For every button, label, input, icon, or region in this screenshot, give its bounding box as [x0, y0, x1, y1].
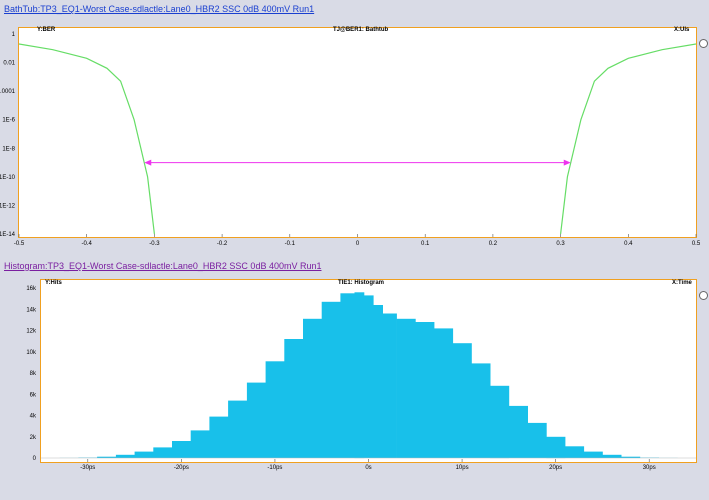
bathtub-x-tick-label: -0.5 [14, 241, 25, 247]
histogram-bar [396, 318, 416, 458]
histogram-bar [415, 322, 435, 458]
bathtub-x-tick-label: 0.3 [556, 241, 565, 247]
histogram-x-header: X:Time [672, 280, 692, 286]
histogram-x-tick-label: -10ps [267, 465, 282, 471]
histogram-bar [434, 328, 454, 458]
histogram-x-tick-label: -20ps [174, 465, 189, 471]
histogram-bar [382, 313, 397, 458]
bathtub-x-tick-label: -0.1 [285, 241, 296, 247]
histogram-bar [602, 454, 622, 458]
histogram-x-tick-label: 30ps [643, 465, 656, 471]
histogram-y-tick-label: 0 [33, 456, 37, 462]
histogram-bar [508, 405, 528, 458]
histogram-bar [471, 363, 491, 458]
bathtub-panel-title[interactable]: BathTub:TP3_EQ1-Worst Case-sdlactle:Lane… [4, 4, 315, 14]
bathtub-x-tick-label: -0.3 [149, 241, 160, 247]
histogram-panel-title[interactable]: Histogram:TP3_EQ1-Worst Case-sdlactle:La… [4, 261, 322, 271]
histogram-y-tick-label: 10k [26, 350, 37, 356]
histogram-y-header: Y:Hits [45, 280, 62, 286]
histogram-bar [190, 430, 210, 458]
histogram-chart [41, 292, 696, 459]
histogram-center-header: TIE1: Histogram [338, 280, 385, 286]
bathtub-y-tick-label: 0.0001 [0, 89, 16, 95]
histogram-bar [527, 422, 547, 458]
bathtub-center-header: TJ@BER1: Bathtub [333, 27, 389, 33]
tj-marker-arrow-left [144, 159, 152, 166]
histogram-bar [583, 451, 603, 458]
bathtub-plot-area[interactable] [18, 27, 697, 238]
histogram-bar [115, 454, 135, 458]
histogram-bar [246, 382, 266, 458]
histogram-y-tick-label: 4k [30, 414, 37, 420]
bathtub-y-tick-label: 1E-12 [0, 203, 16, 209]
bathtub-y-tick-label: 1E-6 [2, 118, 15, 124]
histogram-y-tick-label: 14k [26, 307, 37, 313]
histogram-bar [621, 456, 641, 458]
histogram-y-tick-label: 2k [30, 435, 37, 441]
bathtub-y-tick-label: 1 [12, 32, 16, 38]
histogram-plot-area[interactable] [40, 279, 697, 463]
histogram-bar [340, 293, 355, 458]
histogram-y-tick-label: 12k [26, 329, 37, 335]
histogram-y-tick-label: 8k [30, 371, 37, 377]
bathtub-curve-right [560, 43, 696, 235]
bathtub-chart [19, 43, 696, 235]
bathtub-x-tick-label: -0.2 [217, 241, 228, 247]
bathtub-y-tick-label: 1E-8 [2, 146, 15, 152]
histogram-bar [228, 400, 248, 458]
histogram-bar [363, 295, 374, 458]
histogram-bar [452, 343, 472, 458]
histogram-x-tick-label: -30ps [80, 465, 95, 471]
histogram-bar [546, 436, 566, 459]
histogram-x-tick-label: 0s [365, 465, 371, 471]
bathtub-x-tick-label: 0 [356, 241, 360, 247]
histogram-bar [354, 292, 365, 459]
histogram-y-tick-label: 16k [26, 286, 37, 292]
histogram-bar [153, 447, 173, 458]
bathtub-y-tick-label: 0.01 [3, 61, 15, 67]
bathtub-x-tick-label: 0.2 [489, 241, 498, 247]
histogram-y-tick-label: 6k [30, 392, 37, 398]
histogram-bar [490, 385, 510, 459]
gear-icon[interactable] [699, 39, 708, 48]
histogram-x-tick-label: 20ps [549, 465, 562, 471]
gear-icon[interactable] [699, 291, 708, 300]
bathtub-x-header: X:UIs [674, 27, 690, 33]
tj-marker-arrow-right [563, 159, 571, 166]
histogram-bar [303, 318, 323, 458]
histogram-bar [172, 441, 192, 458]
histogram-bar [373, 305, 383, 458]
histogram-bar [209, 416, 229, 458]
histogram-bar [134, 451, 154, 458]
histogram-x-tick-label: 10ps [456, 465, 469, 471]
bathtub-x-tick-label: -0.4 [82, 241, 93, 247]
histogram-bar [97, 456, 117, 458]
histogram-bar [265, 361, 285, 458]
bathtub-curve-left [19, 43, 155, 235]
bathtub-y-header: Y:BER [37, 27, 56, 33]
bathtub-y-tick-label: 1E-10 [0, 175, 16, 181]
bathtub-x-tick-label: 0.1 [421, 241, 430, 247]
histogram-bar [321, 301, 341, 458]
bathtub-x-tick-label: 0.5 [692, 241, 701, 247]
bathtub-x-tick-label: 0.4 [624, 241, 633, 247]
bathtub-y-tick-label: 1E-14 [0, 232, 16, 238]
histogram-bar [565, 446, 585, 458]
histogram-bar [284, 339, 304, 458]
